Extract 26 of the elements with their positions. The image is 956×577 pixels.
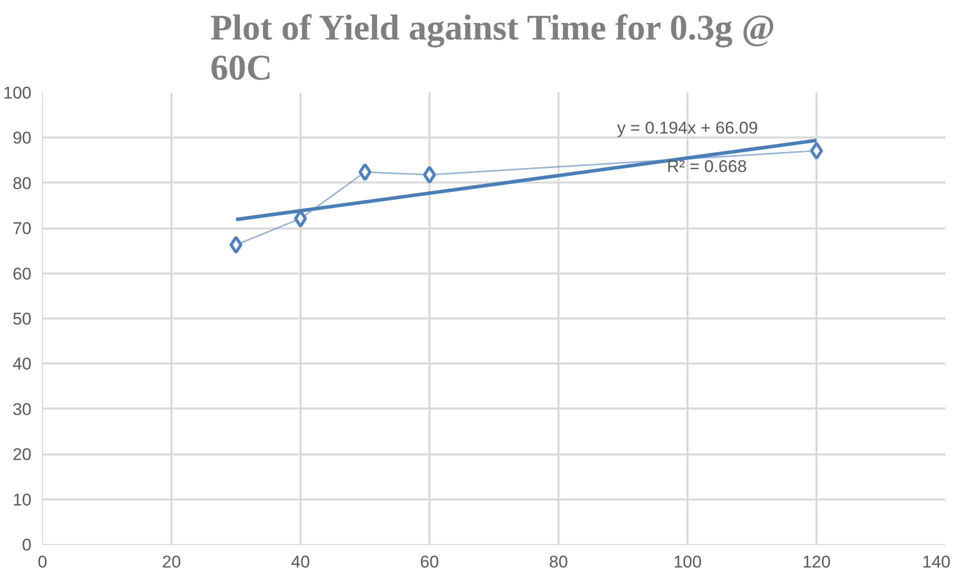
y-tick-label: 20 — [12, 445, 32, 464]
point — [358, 163, 372, 182]
point — [423, 166, 436, 184]
y-tick-label: 50 — [12, 310, 32, 328]
y-tick-label: 40 — [12, 354, 32, 374]
x-tick-label: 0 — [38, 552, 48, 572]
x-tick-label: 60 — [420, 552, 439, 572]
point — [810, 142, 823, 160]
y-tick-label: 70 — [12, 219, 32, 238]
x-tick-label: 100 — [673, 552, 702, 572]
y-tick-label: 60 — [12, 264, 32, 284]
y-tick-label: 90 — [12, 128, 32, 148]
y-tick-label: 10 — [12, 490, 32, 510]
x-tick-label: 120 — [802, 552, 831, 572]
y-tick-label: 80 — [12, 174, 32, 193]
point — [230, 236, 242, 254]
x-tick-label: 20 — [162, 552, 181, 572]
y-tick-label: 0 — [22, 536, 32, 554]
annotation: R² = 0.668 — [666, 157, 747, 176]
x-tick-label: 80 — [549, 552, 568, 572]
chart-title: Plot of Yield against Time for 0.3g @ 60C — [210, 8, 776, 88]
y-tick-label: 30 — [12, 400, 32, 419]
x-tick-label: 40 — [291, 552, 310, 572]
annotation: y = 0.194x + 66.09 — [617, 118, 758, 138]
y-tick-label: 100 — [3, 84, 32, 102]
x-tick-label: 140 — [922, 552, 951, 572]
